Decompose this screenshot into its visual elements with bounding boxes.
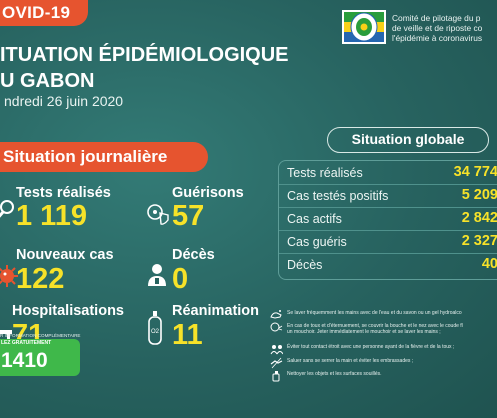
stat-value-guerisons: 57	[172, 200, 205, 232]
daily-header-text: Situation journalière	[3, 147, 168, 166]
advice-item: Nettoyer les objets et les surfaces soui…	[270, 370, 497, 385]
advice-item: Se laver fréquemment les mains avec de l…	[270, 309, 497, 324]
title-line-1: ITUATION ÉPIDÉMIOLOGIQUE	[0, 44, 289, 66]
global-row-label: Décès	[287, 258, 323, 272]
global-row-label: Tests réalisés	[287, 166, 363, 180]
global-row-value: 2 842	[461, 210, 497, 226]
stat-value-reanimation: 11	[172, 319, 203, 351]
global-row-value: 40	[481, 256, 497, 272]
covid-badge: OVID-19	[0, 0, 88, 26]
no-handshake-icon	[270, 357, 283, 369]
advice-text: En cas de toux et d'éternuement, se couv…	[287, 323, 463, 329]
hospital-bed-icon	[0, 330, 12, 340]
advice-item: En cas de toux et d'éternuement, se couv…	[270, 322, 497, 339]
advice-item: Saluer sans se serrer la main et éviter …	[270, 357, 497, 372]
magnifier-icon	[0, 200, 14, 218]
global-header: Situation globale	[327, 127, 489, 153]
virus-icon	[0, 265, 18, 287]
comite-line-3: l'épidémie à coronavirus	[392, 33, 483, 43]
advice-text: Éviter tout contact étroit avec une pers…	[287, 344, 455, 350]
person-icon	[148, 264, 166, 286]
stat-label-reanimation: Réanimation	[172, 303, 260, 319]
global-table: Tests réalisés 34 774 Cas testés positif…	[278, 160, 497, 280]
hotline-info: R INFORMATION COMPLÉMENTAIRE	[0, 333, 81, 338]
title-line-2: U GABON	[0, 70, 95, 92]
hand-wash-icon	[270, 310, 282, 319]
advice-text: Se laver fréquemment les mains avec de l…	[287, 310, 462, 316]
global-row-value: 34 774	[453, 164, 497, 180]
advice-text: un mouchoir. Jeter immédiatement le mouc…	[287, 329, 441, 335]
advice-text: Nettoyer les objets et les surfaces soui…	[287, 371, 382, 377]
no-contact-icon	[270, 345, 283, 355]
svg-text:O2: O2	[151, 329, 160, 335]
global-row-tests: Tests réalisés 34 774	[279, 161, 497, 185]
cleaning-icon	[272, 371, 280, 382]
global-row-positifs: Cas testés positifs 5 209	[279, 184, 497, 208]
report-date: ndredi 26 juin 2020	[4, 93, 124, 109]
global-row-gueris: Cas guéris 2 327	[279, 230, 497, 254]
comite-line-1: Comité de pilotage du p	[392, 13, 481, 23]
stat-label-tests: Tests réalisés	[16, 185, 111, 201]
advice-text: Saluer sans se serrer la main et éviter …	[287, 358, 414, 364]
global-row-value: 5 209	[461, 187, 497, 203]
stat-label-guerisons: Guérisons	[172, 185, 244, 201]
global-row-value: 2 327	[461, 233, 497, 249]
stat-value-tests: 1 119	[16, 200, 87, 232]
comite-line-2: de veille et de riposte co	[392, 23, 483, 33]
hotline-free-label: LEZ GRATUITEMENT	[1, 340, 52, 346]
virus-shield-icon	[147, 204, 169, 225]
comite-text: Comité de pilotage du p de veille et de …	[392, 13, 482, 43]
advice-item: Éviter tout contact étroit avec une pers…	[270, 343, 497, 358]
page-title: ITUATION ÉPIDÉMIOLOGIQUE U GABON	[0, 42, 289, 94]
stat-value-deces: 0	[172, 263, 189, 295]
global-row-actifs: Cas actifs 2 842	[279, 207, 497, 231]
cough-icon	[270, 322, 283, 332]
oxygen-tank-icon: O2	[148, 311, 162, 345]
hotline-number[interactable]: 1410	[1, 349, 48, 372]
global-header-text: Situation globale	[351, 131, 465, 147]
comite-logo-icon	[342, 10, 386, 44]
stat-label-deces: Décès	[172, 247, 215, 263]
global-row-label: Cas guéris	[287, 235, 347, 249]
stat-label-hospitalisations: Hospitalisations	[12, 303, 124, 319]
global-row-deces: Décès 40	[279, 253, 497, 276]
covid-badge-text: OVID-19	[2, 3, 71, 22]
global-row-label: Cas actifs	[287, 212, 342, 226]
stat-label-nouveaux: Nouveaux cas	[16, 247, 114, 263]
global-row-label: Cas testés positifs	[287, 189, 389, 203]
daily-header: Situation journalière	[0, 142, 208, 172]
stat-value-nouveaux: 122	[16, 263, 65, 295]
hotline-box[interactable]: LEZ GRATUITEMENT 1410	[0, 339, 80, 376]
